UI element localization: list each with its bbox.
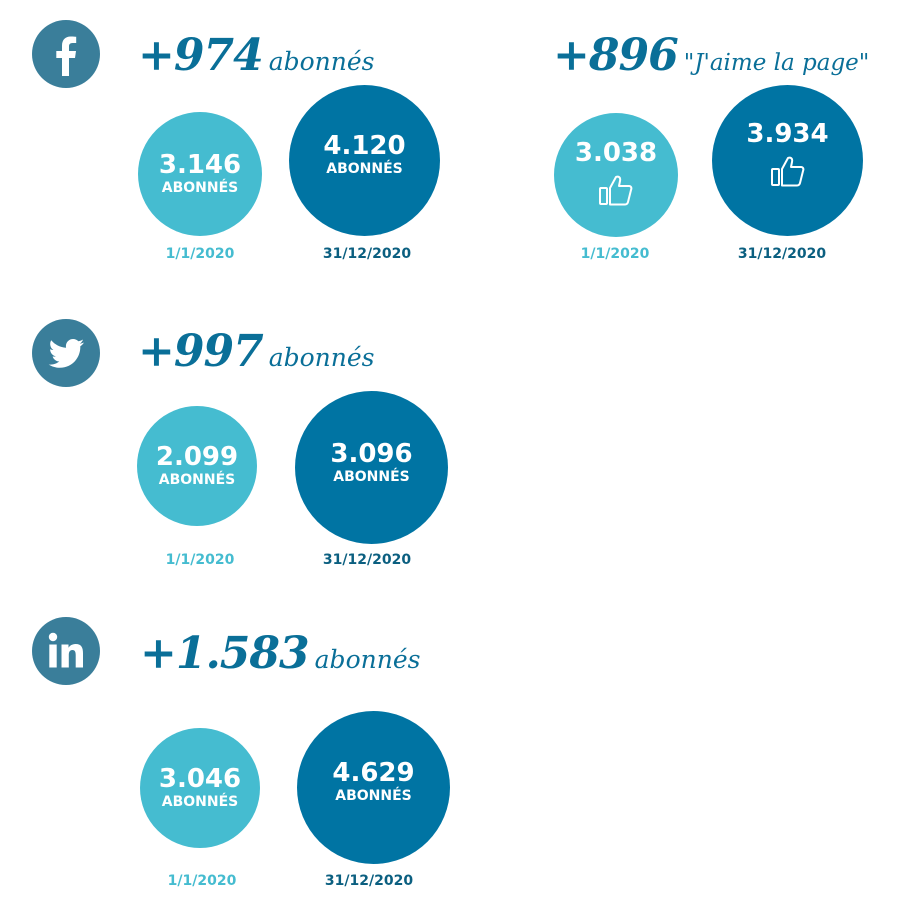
bubble-start: 3.146 ABONNÉS [138,112,262,236]
bubble-label: ABONNÉS [158,472,236,488]
facebook-icon [32,20,100,88]
likes-headline: +896 "J'aime la page" [553,30,869,81]
bubble-value: 4.629 [332,757,415,788]
date-start: 1/1/2020 [167,873,237,889]
headline-unit: abonnés [314,645,421,674]
bubble-label: ABONNÉS [335,787,412,804]
headline-value: +974 [138,30,264,81]
bubble-label: ABONNÉS [326,160,403,177]
thumbs-up-icon [598,173,634,212]
bubble-end: 3.934 [712,85,863,236]
headline-unit: abonnés [268,47,375,76]
bubble-label: ABONNÉS [161,794,239,810]
bubble-end: 4.629 ABONNÉS [297,711,450,864]
bubble-label: ABONNÉS [161,180,239,196]
twitter-headline: +997 abonnés [138,326,375,377]
bubble-value: 3.046 [158,764,242,794]
bubble-end: 4.120 ABONNÉS [289,85,440,236]
date-start: 1/1/2020 [165,246,235,262]
twitter-icon [32,319,100,387]
date-start: 1/1/2020 [165,552,235,568]
headline-value: +997 [138,326,264,377]
date-end: 31/12/2020 [322,246,412,262]
date-start: 1/1/2020 [580,246,650,262]
bubble-value: 3.096 [330,438,413,469]
bubble-start: 2.099 ABONNÉS [137,406,257,526]
date-end: 31/12/2020 [737,246,827,262]
bubble-value: 3.934 [746,119,829,149]
linkedin-headline: +1.583 abonnés [140,628,420,679]
headline-unit: abonnés [268,343,375,372]
date-end: 31/12/2020 [322,552,412,568]
headline-value: +1.583 [140,628,310,679]
bubble-value: 2.099 [155,442,239,472]
headline-value: +896 [553,30,679,81]
headline-unit: "J'aime la page" [683,50,870,76]
bubble-end: 3.096 ABONNÉS [295,391,448,544]
bubble-start: 3.046 ABONNÉS [140,728,260,848]
bubble-value: 3.038 [574,137,658,168]
date-end: 31/12/2020 [324,873,414,889]
bubble-start: 3.038 [554,113,678,237]
facebook-headline: +974 abonnés [138,30,375,81]
bubble-value: 4.120 [323,130,406,161]
bubble-value: 3.146 [158,150,242,180]
linkedin-icon [32,617,100,685]
bubble-label: ABONNÉS [333,468,410,485]
thumbs-up-icon [770,154,806,193]
